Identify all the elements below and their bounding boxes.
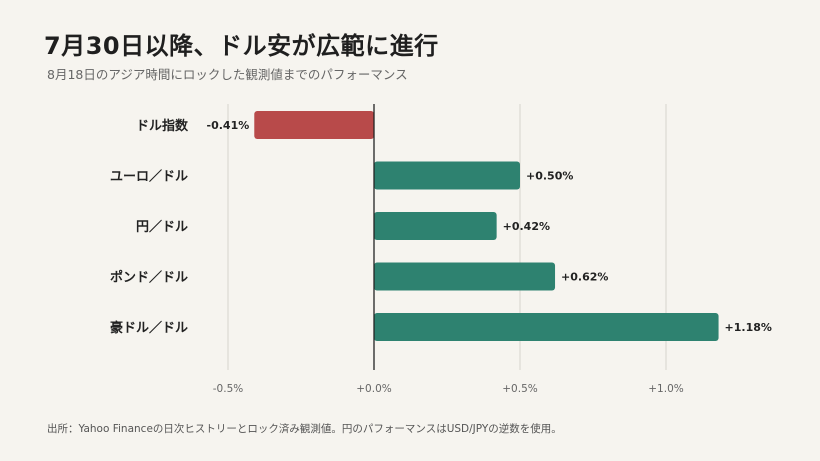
category-label: ポンド／ドル — [110, 270, 188, 286]
bar — [374, 313, 719, 341]
value-label: +1.18% — [725, 321, 772, 334]
x-tick-label: -0.5% — [213, 383, 243, 395]
bar — [254, 111, 374, 139]
x-tick-label: +1.0% — [648, 383, 683, 395]
x-tick-label: +0.5% — [502, 383, 537, 395]
category-label: 円／ドル — [136, 219, 188, 235]
chart-subtitle: 8月18日のアジア時間にロックした観測値までのパフォーマンス — [47, 67, 408, 82]
value-label: +0.50% — [526, 170, 573, 183]
category-label: ユーロ／ドル — [110, 169, 188, 185]
bar — [374, 212, 497, 240]
x-tick-label: +0.0% — [356, 383, 391, 395]
category-label: ドル指数 — [136, 118, 189, 134]
source-note: 出所：Yahoo Financeの日次ヒストリーとロック済み観測値。円のパフォー… — [47, 423, 562, 435]
bar — [374, 262, 556, 291]
value-label: +0.42% — [503, 220, 550, 233]
value-label: +0.62% — [561, 271, 608, 284]
value-label: -0.41% — [207, 119, 250, 132]
category-label: 豪ドル／ドル — [110, 320, 188, 336]
chart-title: 7月30日以降、ドル安が広範に進行 — [44, 32, 439, 60]
bar — [374, 161, 520, 190]
